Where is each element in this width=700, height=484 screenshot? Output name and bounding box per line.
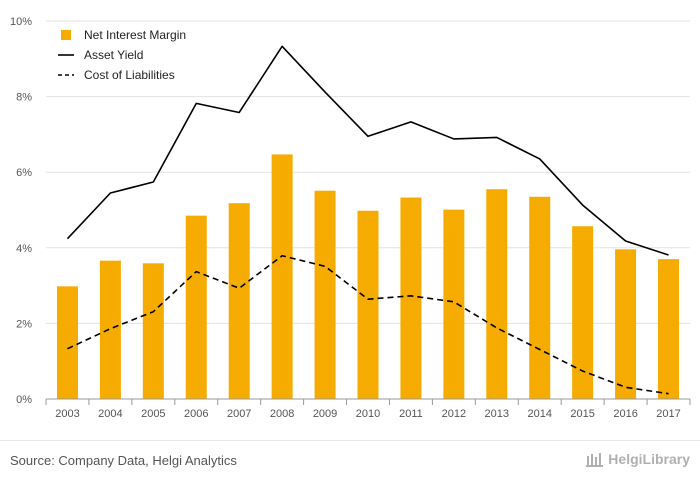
y-tick-label: 8%: [16, 92, 32, 104]
bar: [314, 190, 336, 399]
x-tick-label: 2004: [98, 408, 122, 420]
x-tick-label: 2012: [442, 408, 466, 420]
x-tick-label: 2016: [613, 408, 637, 420]
y-tick-label: 10%: [10, 16, 32, 28]
bar: [185, 215, 207, 399]
bar: [572, 226, 594, 399]
bar: [658, 259, 680, 399]
x-tick-label: 2003: [55, 408, 79, 420]
bar: [615, 249, 637, 399]
legend-swatch: [61, 30, 71, 40]
x-tick-label: 2015: [570, 408, 594, 420]
x-tick-label: 2014: [527, 408, 551, 420]
x-tick-label: 2006: [184, 408, 208, 420]
legend: Net Interest Margin Asset Yield Cost of Li…: [58, 28, 186, 82]
x-tick-label: 2011: [399, 408, 423, 420]
bar: [486, 189, 508, 399]
footer: Source: Company Data, Helgi Analytics He…: [0, 440, 700, 484]
legend-label: Net Interest Margin: [84, 28, 186, 42]
x-tick-label: 2005: [141, 408, 165, 420]
lines: [66, 45, 669, 395]
y-axis: 0% 2% 4% 6% 8% 10%: [10, 16, 32, 406]
bar: [443, 209, 465, 399]
x-tick-label: 2008: [270, 408, 294, 420]
bar: [56, 286, 78, 399]
x-tick-label: 2017: [656, 408, 680, 420]
dashed-series-line: [67, 254, 669, 395]
y-tick-label: 6%: [16, 167, 32, 179]
bar: [99, 260, 121, 399]
chart: 0%2%4%6%8%10% 2003 2004 2005 2006 2007 2008 20…: [10, 16, 691, 420]
bars: [56, 154, 680, 399]
bar: [228, 203, 250, 399]
brand-name: HelgiLibrary: [608, 451, 690, 467]
solid-series-line: [66, 45, 669, 256]
legend-label: Asset Yield: [84, 48, 143, 62]
brand-logo[interactable]: HelgiLibrary: [586, 451, 690, 467]
x-tick-label: 2009: [313, 408, 337, 420]
bar: [400, 197, 422, 399]
x-axis: 2003 2004 2005 2006 2007 2008 2009 2010 2011 2012…: [45, 398, 691, 420]
bar: [357, 210, 379, 399]
y-tick-label: 2%: [16, 318, 32, 330]
bar: [271, 154, 293, 399]
bar: [529, 196, 551, 399]
source-text: Source: Company Data, Helgi Analytics: [10, 453, 237, 468]
y-tick-label: 0%: [16, 394, 32, 406]
y-tick-label: 4%: [16, 243, 32, 255]
x-tick-label: 2010: [356, 408, 380, 420]
x-tick-label: 2007: [227, 408, 251, 420]
library-icon: [586, 453, 604, 467]
legend-label: Cost of Liabilities: [84, 68, 175, 82]
x-tick-label: 2013: [485, 408, 509, 420]
bar: [142, 263, 164, 399]
